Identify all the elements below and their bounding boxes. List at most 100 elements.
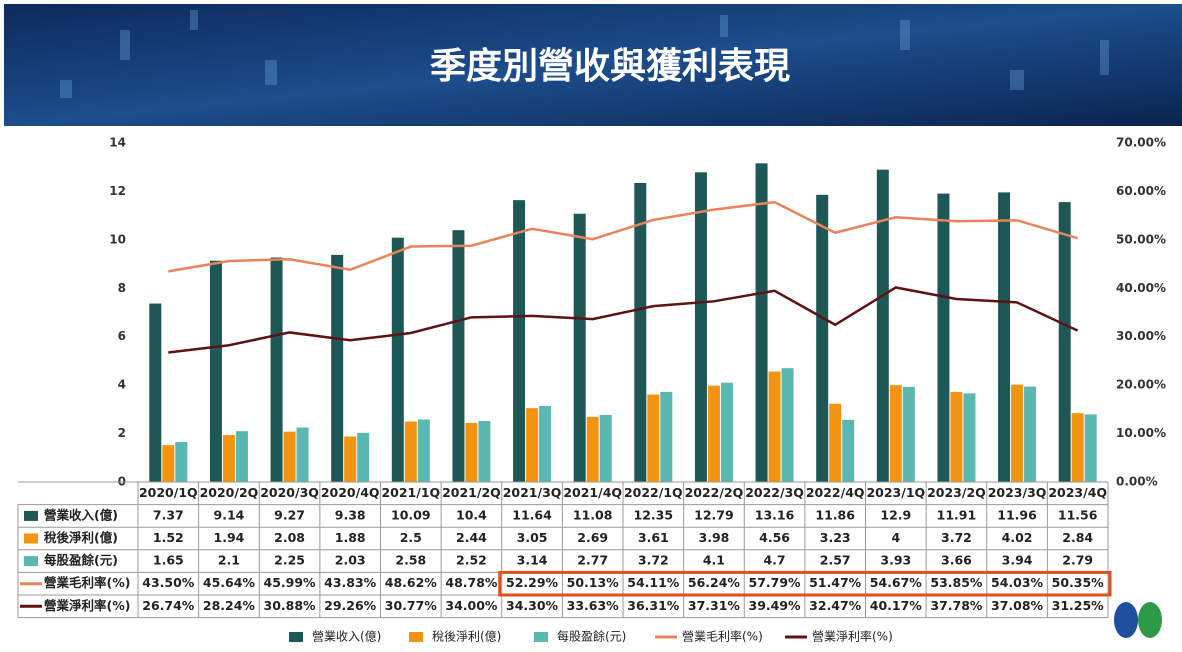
data-label: 12.35 — [634, 507, 674, 522]
bar — [586, 416, 599, 482]
data-label: 3.94 — [1002, 553, 1033, 568]
data-label: 50.13% — [567, 575, 620, 590]
bar — [768, 371, 781, 482]
data-label: 7.37 — [153, 507, 184, 522]
x-tick-label: 2020/1Q — [139, 485, 198, 500]
bar — [1084, 414, 1097, 482]
bar — [465, 422, 478, 482]
data-label: 32.47% — [809, 598, 862, 613]
x-tick-label: 2021/3Q — [503, 485, 562, 500]
data-label: 2.44 — [456, 530, 487, 545]
bar — [391, 237, 404, 482]
x-tick-label: 2020/4Q — [321, 485, 380, 500]
banner-decoration — [60, 10, 1109, 98]
data-label: 37.78% — [930, 598, 983, 613]
data-label: 53.85% — [930, 575, 983, 590]
data-label: 3.98 — [699, 530, 730, 545]
x-tick-label: 2022/1Q — [624, 485, 683, 500]
bar — [175, 442, 188, 482]
bar — [235, 431, 248, 482]
data-label: 2.5 — [400, 530, 422, 545]
y2-tick-label: 20.00% — [1116, 378, 1166, 392]
bar — [937, 193, 950, 483]
y2-tick-label: 50.00% — [1116, 232, 1166, 246]
data-label: 3.05 — [517, 530, 548, 545]
data-label: 4.7 — [763, 553, 785, 568]
data-label: 56.24% — [688, 575, 741, 590]
legend-swatch — [409, 632, 423, 642]
data-label: 52.29% — [506, 575, 559, 590]
data-label: 1.88 — [335, 530, 366, 545]
y-tick-label: 4 — [118, 378, 126, 392]
bar — [270, 257, 283, 482]
data-label: 2.57 — [820, 553, 851, 568]
data-label: 11.86 — [815, 507, 855, 522]
data-label: 4.56 — [759, 530, 790, 545]
data-label: 2.77 — [577, 553, 608, 568]
bar — [889, 385, 902, 482]
bar — [694, 172, 707, 482]
x-tick-label: 2020/3Q — [260, 485, 319, 500]
data-label: 43.50% — [142, 575, 195, 590]
data-label: 3.72 — [941, 530, 972, 545]
bar — [478, 420, 491, 482]
data-label: 9.27 — [274, 507, 305, 522]
legend-label: 稅後淨利(億) — [432, 630, 501, 644]
data-label: 48.78% — [445, 575, 498, 590]
data-label: 57.79% — [749, 575, 802, 590]
data-label: 9.38 — [335, 507, 366, 522]
legend-label: 營業淨利率(%) — [812, 629, 893, 644]
bar — [1011, 384, 1024, 482]
x-tick-label: 2022/3Q — [745, 485, 804, 500]
bar — [1024, 386, 1037, 482]
bar — [162, 445, 175, 482]
data-label: 2.08 — [274, 530, 305, 545]
data-label: 2.58 — [395, 553, 426, 568]
data-label: 3.61 — [638, 530, 669, 545]
bar — [755, 163, 768, 482]
row-header: 營業淨利率(%) — [44, 598, 130, 613]
highlight-box — [498, 570, 1112, 597]
data-label: 28.24% — [203, 598, 256, 613]
data-label: 3.23 — [820, 530, 851, 545]
data-label: 11.56 — [1058, 507, 1098, 522]
data-label: 10.09 — [391, 507, 431, 522]
x-tick-label: 2023/3Q — [988, 485, 1047, 500]
data-label: 11.91 — [937, 507, 977, 522]
data-label: 11.08 — [573, 507, 613, 522]
data-label: 2.84 — [1062, 530, 1093, 545]
data-label: 4 — [891, 530, 900, 545]
data-label: 31.25% — [1052, 598, 1105, 613]
bar — [829, 403, 842, 482]
bar — [963, 393, 976, 482]
row-header: 稅後淨利(億) — [44, 530, 118, 545]
data-label: 37.08% — [991, 598, 1044, 613]
x-tick-label: 2022/2Q — [685, 485, 744, 500]
bar — [296, 427, 309, 482]
x-tick-label: 2021/2Q — [442, 485, 501, 500]
data-label: 3.72 — [638, 553, 669, 568]
data-label: 50.35% — [1052, 575, 1105, 590]
data-label: 33.63% — [567, 598, 620, 613]
banner — [4, 4, 1182, 126]
logo — [1114, 602, 1162, 638]
bar — [344, 436, 357, 482]
data-label: 34.00% — [445, 598, 498, 613]
data-label: 51.47% — [809, 575, 862, 590]
y2-tick-label: 40.00% — [1116, 281, 1166, 295]
y-tick-label: 6 — [118, 329, 126, 343]
y-tick-label: 14 — [109, 136, 126, 150]
bar — [357, 432, 370, 482]
data-label: 13.16 — [755, 507, 795, 522]
data-label: 29.26% — [324, 598, 377, 613]
y-tick-label: 2 — [118, 426, 126, 440]
bar — [599, 414, 612, 482]
legend-swatch — [534, 632, 548, 642]
data-label: 3.14 — [517, 553, 548, 568]
bar — [1071, 413, 1084, 482]
y2-tick-label: 10.00% — [1116, 426, 1166, 440]
data-label: 3.93 — [880, 553, 911, 568]
x-tick-label: 2021/1Q — [381, 485, 440, 500]
line-series — [168, 286, 1079, 354]
legend-swatch — [289, 632, 303, 642]
